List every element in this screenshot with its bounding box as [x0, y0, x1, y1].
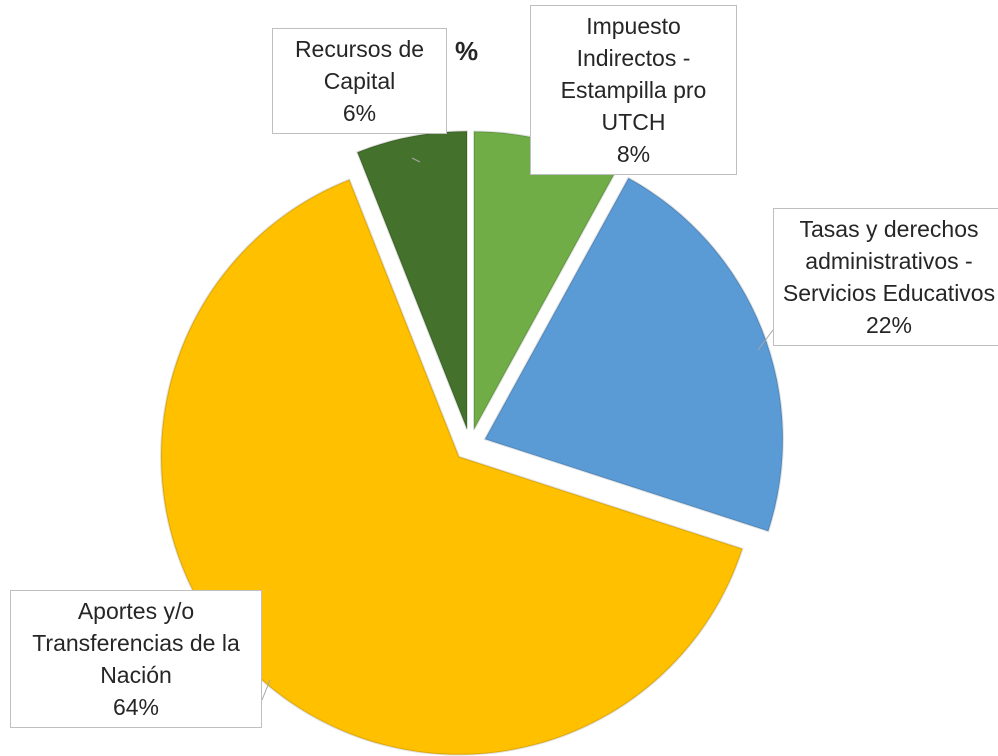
category-label: Aportes y/o Transferencias de la Nación	[32, 598, 240, 688]
category-label: Impuesto Indirectos - Estampilla pro UTC…	[560, 13, 707, 135]
value-label: 8%	[616, 141, 651, 167]
data-label: Aportes y/o Transferencias de la Nación …	[10, 590, 262, 728]
data-label: Tasas y derechos administrativos - Servi…	[773, 208, 998, 346]
leader-line	[261, 679, 271, 701]
pie-slice	[483, 176, 784, 533]
category-label: Tasas y derechos administrativos - Servi…	[782, 216, 996, 306]
data-label: Impuesto Indirectos - Estampilla pro UTC…	[530, 5, 737, 175]
category-label: Recursos de Capital	[294, 36, 425, 94]
leader-line	[411, 157, 421, 163]
value-label: 6%	[342, 100, 377, 126]
data-label: Recursos de Capital 6%	[272, 28, 447, 134]
pie-slice	[356, 130, 469, 430]
chart-title: %	[455, 36, 479, 66]
value-label: 64%	[112, 694, 160, 720]
leader-line	[757, 329, 774, 351]
value-label: 22%	[865, 312, 913, 338]
